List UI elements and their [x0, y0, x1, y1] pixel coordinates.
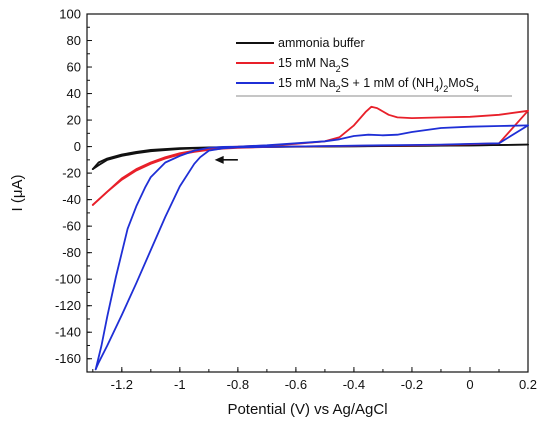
y-tick-label: -140 — [55, 325, 81, 340]
legend-label-na2s: 15 mM Na2S — [278, 56, 349, 74]
plot-frame — [86, 13, 529, 373]
x-tick-label: -0.8 — [227, 377, 249, 392]
y-tick-label: -40 — [62, 192, 81, 207]
annotation-arrow — [214, 155, 238, 164]
legend-label-ammonia-buffer: ammonia buffer — [278, 36, 365, 50]
x-tick-label: 0 — [466, 377, 473, 392]
y-tick-label: -160 — [55, 351, 81, 366]
x-tick-label: -0.2 — [401, 377, 423, 392]
y-tick-label: -120 — [55, 298, 81, 313]
arrow-head — [214, 155, 224, 164]
series-1-forward-line — [91, 143, 529, 170]
y-tick-label: 60 — [67, 60, 81, 75]
y-tick-label: -60 — [62, 219, 81, 234]
x-tick-label: 0.2 — [519, 377, 537, 392]
series-3-reverse-line — [94, 124, 529, 371]
x-axis-title: Potential (V) vs Ag/AgCl — [227, 401, 387, 418]
x-tick-label: -0.6 — [285, 377, 307, 392]
legend-label-na2s-mos4: 15 mM Na2S + 1 mM of (NH4)2MoS4 — [278, 76, 479, 94]
y-tick-label: 80 — [67, 33, 81, 48]
y-tick-label: -20 — [62, 166, 81, 181]
y-tick-label: -100 — [55, 272, 81, 287]
y-tick-label: 40 — [67, 86, 81, 101]
y-tick-label: 20 — [67, 113, 81, 128]
y-tick-label: 100 — [59, 7, 81, 22]
data-series — [91, 105, 529, 371]
legend: ammonia buffer 15 mM Na2S 15 mM Na2S + 1… — [236, 36, 512, 97]
series-1-reverse-line — [91, 143, 529, 170]
y-axis-title: I (μA) — [9, 175, 26, 212]
y-tick-label: 0 — [74, 139, 81, 154]
x-tick-label: -1 — [174, 377, 186, 392]
series-3-forward-line — [94, 124, 529, 371]
x-tick-label: -1.2 — [111, 377, 133, 392]
y-tick-label: -80 — [62, 245, 81, 260]
series-2-forward-line — [91, 105, 529, 206]
x-tick-label: -0.4 — [343, 377, 365, 392]
series-2-reverse-line — [91, 109, 529, 206]
axis-ticks: -1.2 -1 -0.8 -0.6 -0.4 -0.2 0 0.2 -160 -140 -120 -1… — [55, 7, 537, 393]
